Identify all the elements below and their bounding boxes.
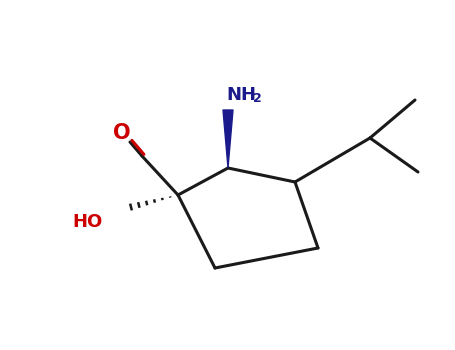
Text: O: O (113, 123, 131, 143)
Polygon shape (223, 110, 233, 168)
Text: 2: 2 (253, 92, 261, 105)
Text: NH: NH (226, 86, 256, 104)
Text: HO: HO (73, 213, 103, 231)
